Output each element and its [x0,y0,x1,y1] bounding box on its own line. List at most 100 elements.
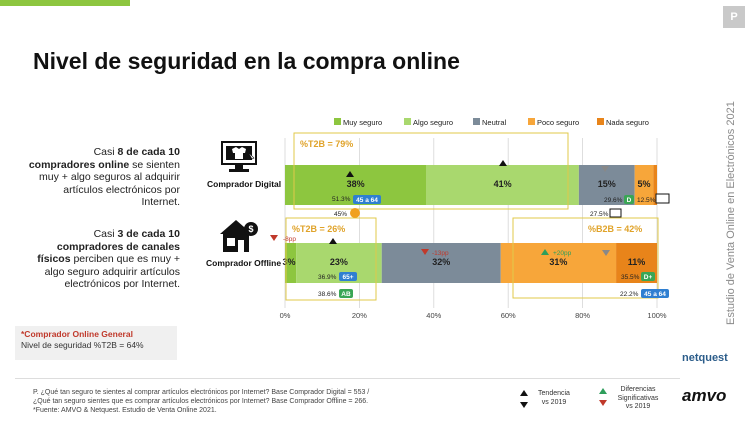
legend-label: Muy seguro [343,118,382,127]
chart-x-ticks: 0% 20% 40% 60% 80% 100% [280,311,667,320]
significant-down-icon [270,235,278,241]
trend-legend: Tendencia vs 2019 [538,390,570,406]
age-badge [641,289,669,298]
digital-summary-bold: 8 de cada 10 compradores online [28,146,180,171]
segment-value-label: 41% [494,179,512,189]
legend-label: Nada seguro [606,118,649,127]
segment-badge-label: D+ [644,274,653,281]
change-label: +20pp [553,250,572,257]
legend-swatch [597,118,604,125]
top-accent-bar [0,0,130,6]
segment-value-label: 31% [549,257,567,267]
age-badge-label: 65+ [342,274,353,281]
trend-arrows-icon [520,390,528,408]
bar-segment [426,165,579,205]
footnote-line-2: ¿Qué tan seguro sientes que es comprar a… [33,398,369,405]
segment-value-label: 5% [637,179,650,189]
sub-percent: 29.6% [604,197,623,204]
offline-summary-prefix: Casi [93,228,118,240]
sub-percent: 22.2% [620,291,639,298]
legend-swatch [334,118,341,125]
sub-percent: 35.5% [621,274,640,281]
significant-down-icon [421,249,429,255]
netquest-logo: netquest [682,352,728,364]
bar-segment [296,243,382,283]
page-badge: P [723,6,745,28]
offline-b2b-label: %B2B = 42% [588,224,642,234]
general-box-value: Nivel de seguridad %T2B = 64% [21,339,144,350]
change-label: -13pp [432,250,449,257]
sub-percent: 12.5% [637,197,656,204]
segment-badge [624,195,634,204]
digital-t2b-frame [293,132,569,210]
segment-value-label: 23% [330,257,348,267]
x-tick-label: 100% [647,311,667,320]
digital-t2b-label: %T2B = 79% [300,139,353,149]
digital-buyer-label: Comprador Digital [207,179,282,189]
chart-annotations: %T2B = 79% %T2B = 26% %B2B = 42% -8pp -13pp +… [270,132,670,301]
trend-up-icon [346,171,354,177]
footnote-line-3: *Fuente: AMVO & Netquest. Estudio de Ven… [33,407,217,414]
legend-swatch [528,118,535,125]
sub-percent: 38.6% [318,291,337,298]
offline-t2b-label: %T2B = 26% [292,224,345,234]
legend-label: Neutral [482,118,507,127]
age-badge [339,272,357,281]
page-title: Nivel de seguridad en la compra online [33,48,460,74]
bar-segment [500,243,617,283]
digital-summary: Casi 8 de cada 10 compradores online se … [28,146,180,209]
offline-summary-suffix: perciben que es muy + algo seguro adquir… [44,253,180,290]
coin-icon [350,208,360,218]
trend-down-icon [602,250,610,256]
significant-legend: Diferencias Significativas vs 2019 [617,386,659,410]
legend-label: Algo seguro [413,118,453,127]
segment-badge [641,272,655,281]
segment-value-label: 3% [282,257,295,267]
x-tick-label: 20% [352,311,367,320]
legend-swatch [404,118,411,125]
age-badge [353,195,381,204]
card-icon [655,193,670,204]
offline-summary-bold: 3 de cada 10 compradores de canales físi… [37,228,180,265]
x-tick-label: 60% [501,311,516,320]
footnote: P. ¿Qué tan seguro te sientes al comprar… [33,388,369,415]
trend-down-icon [601,166,609,172]
offline-b2b-frame [512,217,659,299]
offline-t2b-frame [285,217,377,301]
sub-percent: 45% [334,211,347,218]
computer-icon [221,141,257,172]
chart-legend: Muy seguro Algo seguro Neutral Poco seguro N… [334,118,649,127]
general-buyer-box: *Comprador Online General Nivel de segur… [15,326,177,360]
segment-badge [339,289,353,298]
digital-summary-suffix: se sienten muy + algo seguros al adquiri… [39,158,180,209]
bar-segment [634,165,654,205]
svg-text:$: $ [248,224,253,234]
x-tick-label: 0% [280,311,291,320]
bar-segment [285,243,297,283]
segment-value-label: 38% [347,179,365,189]
sub-percent: 27.5% [590,211,609,218]
significant-arrows-icon [599,388,607,406]
legend-label: Poco seguro [537,118,579,127]
x-tick-label: 40% [426,311,441,320]
segment-value-label: 32% [432,257,450,267]
segment-value-label: 11% [628,257,646,267]
sub-percent: 51.3% [332,196,351,203]
segment-badge-label: D [627,197,632,204]
age-badge-label: 45 a 64 [356,197,378,204]
significant-up-icon [541,249,549,255]
footnote-line-1: P. ¿Qué tan seguro te sientes al comprar… [33,389,370,396]
amvo-logo: amvo [682,386,727,405]
footer-divider [15,378,680,379]
store-icon: $ [220,220,258,252]
card-icon [609,208,622,218]
general-box-title: *Comprador Online General [21,329,133,339]
offline-summary: Casi 3 de cada 10 compradores de canales… [28,228,180,291]
segment-value-label: 15% [598,179,616,189]
age-badge-label: 45 a 64 [644,291,666,298]
bar-segment [653,165,657,205]
trend-up-icon [499,160,507,166]
change-label: -8pp [283,236,296,243]
offline-buyer-label: Comprador Offline [206,258,282,268]
